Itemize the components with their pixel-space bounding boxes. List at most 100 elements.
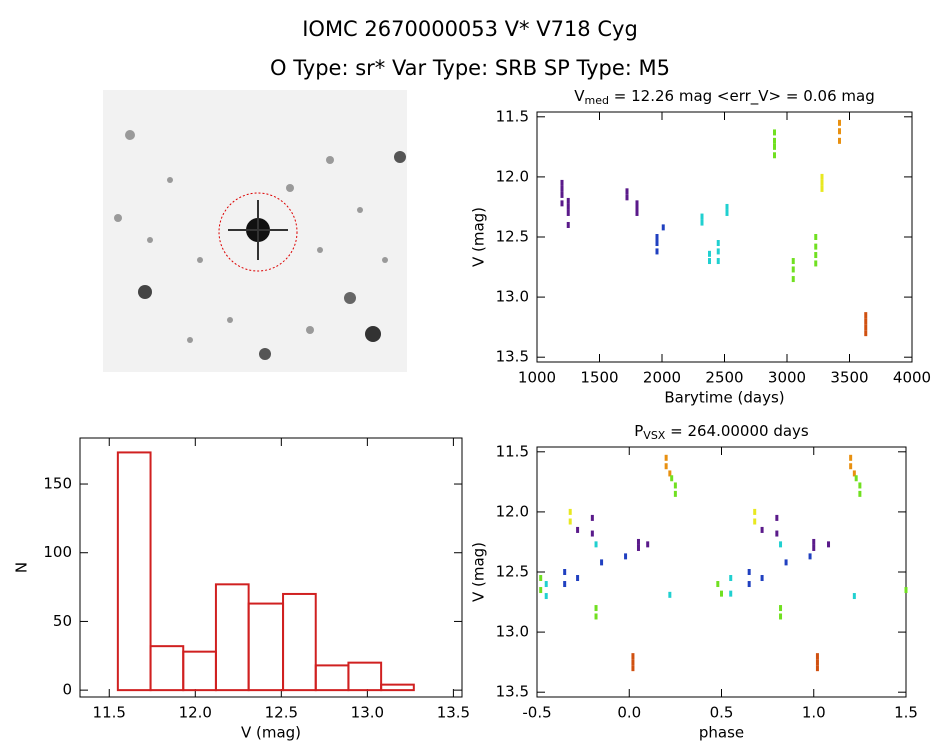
- y-tick-label: 12.0: [496, 167, 529, 185]
- diffraction-spikes: [228, 200, 288, 260]
- data-point: [646, 541, 650, 548]
- y-axis-label: N: [13, 562, 31, 573]
- data-point: [773, 143, 776, 150]
- histogram-bar: [282, 592, 317, 692]
- aperture-circle: [218, 192, 298, 272]
- data-point: [655, 240, 659, 247]
- sky-image: [103, 90, 407, 372]
- data-point: [849, 454, 853, 461]
- data-point: [716, 258, 720, 265]
- data-point: [784, 559, 788, 566]
- y-tick-label: 50: [53, 612, 72, 630]
- data-point: [625, 188, 629, 195]
- y-tick-label: 12.5: [496, 228, 529, 246]
- data-point: [631, 659, 635, 666]
- x-tick-label: 4000: [893, 369, 931, 387]
- y-tick-label: 12.5: [496, 563, 529, 581]
- data-point: [594, 613, 598, 620]
- data-point: [594, 605, 598, 612]
- data-point: [655, 234, 659, 240]
- x-tick-label: 2000: [643, 369, 681, 387]
- x-tick-label: 13.0: [351, 704, 384, 722]
- data-point: [631, 665, 635, 672]
- data-point: [820, 185, 824, 192]
- data-point: [858, 490, 862, 497]
- y-tick-label: 0: [62, 681, 72, 699]
- title-part: = 12.26 mag <err_V> = 0.06 mag: [609, 87, 875, 106]
- data-point: [779, 613, 783, 620]
- data-point: [636, 538, 640, 545]
- data-point: [815, 653, 819, 660]
- data-point: [815, 665, 819, 672]
- data-point: [814, 260, 818, 267]
- y-axis-label: V (mag): [470, 542, 488, 602]
- y-axis-label: V (mag): [470, 207, 488, 267]
- data-point: [544, 593, 548, 600]
- data-point: [590, 514, 594, 521]
- data-point: [814, 243, 818, 250]
- data-point: [631, 653, 635, 660]
- main-title: IOMC 2670000053 V* V718 Cyg: [302, 17, 638, 41]
- y-tick-label: 100: [43, 543, 72, 561]
- x-tick-label: 1.0: [802, 704, 826, 722]
- data-point: [849, 463, 853, 470]
- data-point: [729, 590, 733, 597]
- title-part: V: [574, 87, 585, 105]
- data-point: [600, 559, 604, 566]
- plot-frame: [79, 437, 463, 698]
- data-point: [576, 575, 580, 582]
- chart-title: PVSX = 264.00000 days: [634, 422, 809, 443]
- y-tick-label: 13.5: [496, 348, 529, 366]
- data-point: [904, 587, 908, 594]
- data-point: [594, 541, 598, 548]
- data-point: [590, 530, 594, 537]
- data-point: [716, 240, 720, 247]
- data-point: [664, 463, 668, 470]
- data-point: [812, 544, 816, 551]
- data-point: [563, 581, 567, 588]
- data-point: [625, 194, 629, 201]
- data-point: [827, 541, 831, 548]
- data-point: [852, 470, 856, 477]
- data-point: [635, 209, 639, 216]
- x-axis-label: phase: [699, 724, 744, 742]
- histogram-bar: [380, 683, 415, 692]
- title-part: P: [634, 422, 643, 440]
- data-point: [760, 575, 764, 582]
- y-tick-label: 150: [43, 475, 72, 493]
- data-point: [700, 213, 704, 220]
- data-point: [729, 575, 733, 582]
- data-point: [747, 569, 751, 575]
- data-point: [544, 581, 548, 588]
- data-point: [636, 544, 640, 551]
- data-point: [725, 203, 729, 210]
- y-tick-label: 11.5: [496, 107, 529, 125]
- data-point: [566, 203, 570, 210]
- data-point: [568, 508, 572, 515]
- data-point: [773, 129, 776, 136]
- subtitle: O Type: sr* Var Type: SRB SP Type: M5: [270, 56, 670, 80]
- data-point: [560, 179, 564, 186]
- data-point: [668, 470, 672, 477]
- data-point: [791, 258, 795, 265]
- data-point: [760, 526, 764, 533]
- data-point: [820, 173, 824, 180]
- data-point: [838, 119, 841, 126]
- x-tick-label: 11.5: [93, 704, 126, 722]
- data-point: [566, 209, 570, 216]
- data-point: [673, 482, 677, 489]
- y-tick-label: 13.0: [496, 288, 529, 306]
- x-tick-label: 0.0: [617, 704, 641, 722]
- data-point: [673, 490, 677, 497]
- y-tick-label: 12.0: [496, 502, 529, 520]
- data-point: [838, 137, 841, 144]
- data-point: [566, 197, 570, 204]
- data-point: [773, 152, 776, 159]
- data-point: [664, 454, 668, 461]
- data-point: [864, 324, 868, 331]
- data-point: [539, 575, 543, 582]
- data-point: [854, 475, 858, 482]
- data-point: [655, 248, 659, 255]
- x-tick-label: 12.0: [179, 704, 212, 722]
